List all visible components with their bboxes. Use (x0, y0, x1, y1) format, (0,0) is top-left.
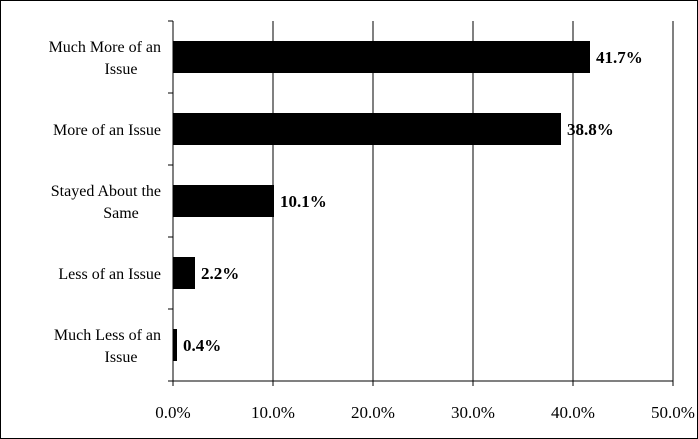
bar-1 (173, 113, 561, 145)
category-label-line: More of an Issue (53, 122, 161, 139)
category-label-line: Much More of an (49, 39, 161, 56)
x-tick-label: 20.0% (351, 403, 395, 422)
category-label-line: Less of an Issue (58, 266, 161, 283)
bar-3 (173, 257, 195, 289)
bar-2 (173, 185, 274, 217)
data-label-1: 38.8% (567, 120, 614, 139)
category-label-4: Much Less of an Issue (54, 327, 161, 366)
category-label-2: Stayed About the Same (51, 183, 161, 222)
category-label-0: Much More of an Issue (49, 39, 161, 78)
x-tick-label: 40.0% (551, 403, 595, 422)
data-label-2: 10.1% (280, 192, 327, 211)
x-tick-label: 50.0% (651, 403, 695, 422)
category-label-1: More of an Issue (53, 122, 161, 139)
category-label-line: Same (103, 205, 139, 222)
data-label-3: 2.2% (201, 264, 239, 283)
x-tick-label: 10.0% (251, 403, 295, 422)
data-label-0: 41.7% (596, 48, 643, 67)
category-label-line: Much Less of an (54, 327, 161, 344)
data-label-4: 0.4% (183, 336, 221, 355)
category-label-line: Stayed About the (51, 183, 161, 200)
category-label-3: Less of an Issue (58, 266, 161, 283)
category-label-line: Issue (105, 61, 138, 78)
x-tick-label: 0.0% (155, 403, 190, 422)
x-tick-label: 30.0% (451, 403, 495, 422)
category-label-line: Issue (105, 349, 138, 366)
bar-0 (173, 41, 590, 73)
bar-4 (173, 329, 177, 361)
